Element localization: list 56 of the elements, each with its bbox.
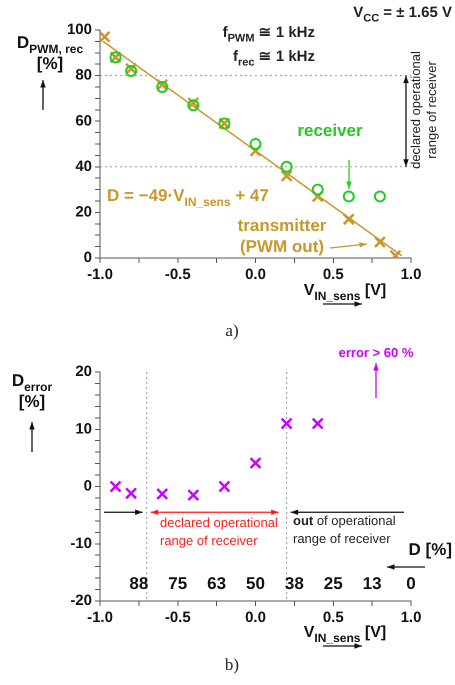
point [280, 170, 293, 182]
x2-tick-label: 50 [246, 574, 265, 593]
y-tick-label: -10 [70, 534, 92, 552]
series-label: receiver [297, 121, 363, 140]
point [249, 456, 262, 470]
x-tick-label: -0.5 [164, 266, 191, 284]
legend-label: transmitter (PWM out) [238, 216, 327, 256]
point [156, 488, 168, 500]
point [312, 184, 324, 196]
text: b) [224, 655, 240, 674]
y-tick-label: 60 [75, 112, 92, 130]
x2-tick-label: 0 [406, 574, 416, 593]
x2-axis-title: D [%] [408, 540, 452, 559]
x-tick-label: 0.5 [322, 266, 344, 284]
point [156, 81, 168, 93]
point [342, 213, 355, 226]
x-tick-label: 0.0 [245, 266, 266, 284]
y-tick-label: 0 [84, 478, 92, 495]
annotation: declared operational range of receiver [408, 50, 439, 169]
point [280, 417, 293, 430]
x2-tick-label: 75 [168, 574, 188, 593]
x2-tick-label: 25 [324, 574, 343, 593]
x2-tick-label: 13 [362, 574, 382, 593]
y-tick-label: 20 [75, 363, 92, 380]
point [187, 488, 200, 502]
x2-tick-label: 63 [207, 574, 226, 593]
annotation: out of operational range of receiver [293, 513, 396, 546]
x-tick-label: 0.5 [322, 609, 344, 626]
x2-tick-label: 38 [284, 574, 304, 593]
y-tick-label: 10 [75, 420, 92, 438]
text: error > 60 % [338, 345, 414, 360]
point [374, 236, 386, 248]
y-tick-label: 20 [75, 204, 92, 221]
x-tick-label: 1.0 [400, 266, 422, 284]
x-tick-label: 1.0 [400, 609, 422, 626]
annotation: declared operational range of receiver [160, 515, 278, 548]
y-tick-label: 0 [84, 249, 92, 266]
x2-tick-label: 88 [129, 574, 148, 593]
x-tick-label: 0.0 [245, 609, 266, 626]
point [250, 138, 262, 150]
y-tick-label: 100 [66, 21, 92, 38]
y-tick-label: 40 [75, 158, 92, 175]
point [342, 190, 355, 202]
point [312, 417, 324, 430]
point [187, 99, 200, 112]
point [218, 480, 231, 493]
point [124, 487, 138, 500]
x-tick-label: -1.0 [87, 266, 113, 284]
point [109, 480, 122, 493]
y-tick-label: -20 [70, 592, 92, 610]
x-tick-label: -0.5 [164, 609, 191, 626]
text: a) [225, 321, 239, 340]
x-tick-label: -1.0 [87, 609, 113, 626]
point [125, 65, 138, 78]
point [374, 190, 386, 202]
point [280, 160, 293, 173]
